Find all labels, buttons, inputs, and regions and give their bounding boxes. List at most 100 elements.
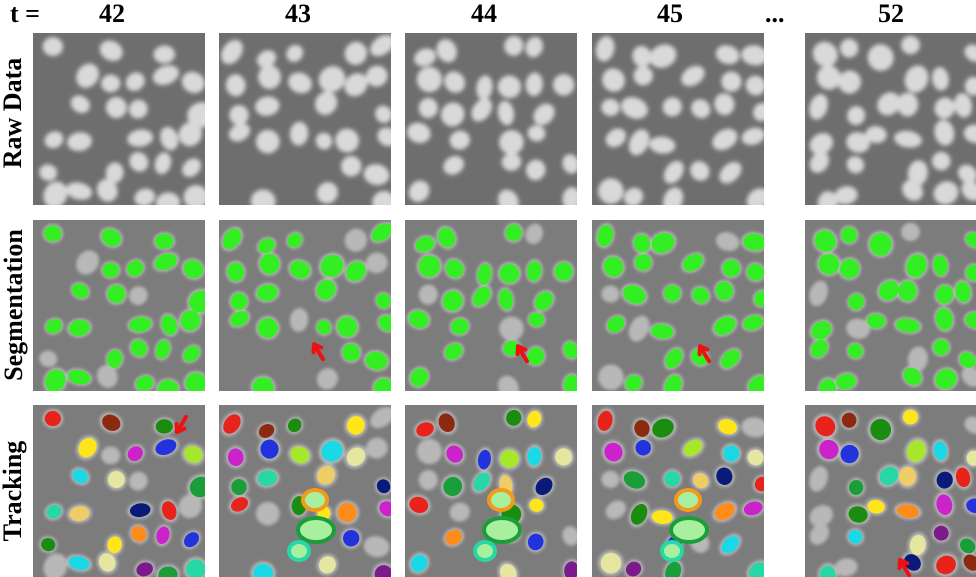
segmented-nucleus xyxy=(819,378,837,391)
segmented-nucleus xyxy=(185,372,205,391)
tracked-nucleus xyxy=(379,501,391,517)
tracked-nucleus xyxy=(446,445,463,463)
tracked-nucleus xyxy=(754,476,764,492)
highlight-ring-orange xyxy=(487,488,515,512)
red-arrow-icon xyxy=(897,558,911,577)
segmented-nucleus xyxy=(898,280,917,302)
segmented-nucleus xyxy=(811,321,832,340)
segmented-nucleus xyxy=(154,253,178,271)
segmented-nucleus xyxy=(342,343,360,362)
tracked-nucleus xyxy=(443,476,463,497)
segmented-nucleus xyxy=(965,232,976,248)
segmented-nucleus xyxy=(748,375,764,391)
segmented-nucleus xyxy=(936,285,954,304)
tracked-nucleus xyxy=(955,467,971,488)
tracked-nucleus xyxy=(870,418,892,441)
tracked-nucleus xyxy=(72,469,88,484)
segmented-nucleus xyxy=(721,349,740,368)
segmented-nucleus xyxy=(933,255,948,276)
tracked-nucleus xyxy=(634,419,650,437)
tracked-nucleus xyxy=(499,563,517,577)
segmented-nucleus xyxy=(935,308,953,330)
segmented-nucleus xyxy=(818,254,840,275)
segmented-nucleus xyxy=(527,347,545,365)
tracked-nucleus xyxy=(346,416,365,435)
tracked-nucleus xyxy=(506,409,522,426)
tracked-nucleus xyxy=(136,562,153,577)
tracked-nucleus xyxy=(721,535,740,554)
segmented-nucleus xyxy=(722,259,740,277)
tracked-nucleus xyxy=(287,418,302,433)
tracked-nucleus xyxy=(98,553,116,572)
tracked-nucleus xyxy=(410,554,428,572)
tracked-nucleus xyxy=(374,565,391,577)
panel-raw-data-t42 xyxy=(33,33,205,205)
tracked-nucleus xyxy=(41,538,56,552)
segmented-nucleus xyxy=(607,316,625,333)
tracked-nucleus xyxy=(260,439,279,459)
tracked-nucleus xyxy=(848,506,868,523)
tracked-nucleus xyxy=(107,471,125,489)
segmented-nucleus xyxy=(869,233,892,256)
segmented-nucleus xyxy=(906,254,927,278)
segmented-nucleus xyxy=(378,315,391,332)
segmented-nucleus xyxy=(316,320,331,335)
tracked-nucleus xyxy=(253,563,274,577)
microscopy-image xyxy=(405,405,577,577)
tracked-nucleus xyxy=(438,413,455,433)
segmented-nucleus xyxy=(665,348,683,369)
tracked-nucleus xyxy=(416,422,434,437)
segmented-nucleus xyxy=(597,225,614,247)
tracked-nucleus xyxy=(848,529,863,544)
segmented-nucleus xyxy=(127,260,144,277)
tracked-nucleus xyxy=(896,504,920,518)
highlight-ring-green xyxy=(669,516,709,544)
segmented-nucleus xyxy=(955,281,971,303)
segmented-nucleus xyxy=(365,351,388,370)
segmented-nucleus xyxy=(68,320,91,336)
tracked-nucleus xyxy=(102,414,121,431)
microscopy-image xyxy=(805,220,976,391)
segmented-nucleus xyxy=(651,324,674,339)
tracked-nucleus xyxy=(936,494,953,515)
segmented-nucleus xyxy=(227,262,245,282)
segmented-nucleus xyxy=(337,316,358,337)
red-arrow-icon xyxy=(174,415,188,434)
tracked-nucleus xyxy=(723,445,740,462)
tracked-nucleus xyxy=(904,554,921,571)
panel-segmentation-t43 xyxy=(219,220,391,391)
tracked-nucleus xyxy=(44,411,62,427)
segmented-nucleus xyxy=(376,293,391,309)
segmented-nucleus xyxy=(316,279,336,300)
segmented-nucleus xyxy=(747,263,764,281)
segmented-nucleus xyxy=(933,339,950,356)
segmented-nucleus xyxy=(45,369,66,391)
segmented-nucleus xyxy=(563,341,577,359)
microscopy-image xyxy=(592,220,764,391)
tracked-nucleus xyxy=(46,505,62,519)
tracked-nucleus xyxy=(902,409,919,425)
tracked-nucleus xyxy=(69,506,90,522)
tracked-nucleus xyxy=(867,499,885,514)
panel-raw-data-t45 xyxy=(592,33,764,205)
segmented-nucleus xyxy=(966,264,976,281)
segmented-nucleus xyxy=(692,287,709,304)
segmented-nucleus xyxy=(633,234,651,253)
tracked-nucleus xyxy=(184,445,203,464)
tracked-nucleus xyxy=(477,449,491,470)
highlight-ring-orange xyxy=(674,488,702,512)
tracked-nucleus xyxy=(231,497,249,512)
segmented-nucleus xyxy=(528,312,545,327)
segmented-nucleus xyxy=(714,316,736,335)
segmented-nucleus xyxy=(472,286,491,307)
segmented-nucleus xyxy=(505,224,522,242)
segmented-nucleus xyxy=(155,340,170,359)
tracked-nucleus xyxy=(290,446,310,464)
microscopy-image xyxy=(219,220,391,391)
tracked-nucleus xyxy=(529,498,544,512)
tracked-nucleus xyxy=(131,526,147,542)
tracked-nucleus xyxy=(227,448,244,467)
tracked-nucleus xyxy=(158,566,178,577)
segmented-nucleus xyxy=(527,261,542,282)
segmented-nucleus xyxy=(230,311,249,327)
